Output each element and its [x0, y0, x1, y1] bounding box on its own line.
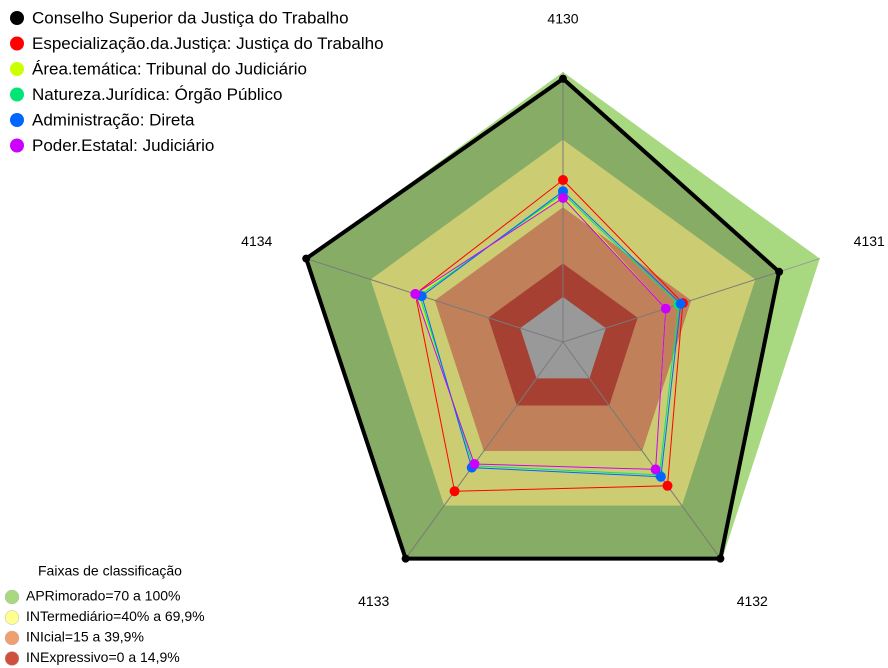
series-point [558, 193, 568, 203]
band-legend-marker [4, 589, 20, 605]
series-point [650, 464, 661, 475]
series-point [558, 175, 568, 185]
axis-label: 4133 [358, 593, 389, 609]
series-point [559, 74, 567, 83]
axis-label: 4132 [737, 593, 768, 609]
axis-line [562, 341, 723, 561]
axis-line [403, 341, 564, 561]
series-line [419, 192, 680, 476]
legend-marker [10, 138, 24, 153]
series-line [421, 190, 682, 478]
band-legend-label: INIcial=15 a 39,9% [26, 629, 144, 645]
series-point [401, 554, 410, 563]
series-point [675, 298, 686, 309]
legend-marker [10, 36, 24, 51]
series-line [303, 76, 782, 561]
band-legend-label: INTermediário=40% a 69,9% [26, 608, 205, 624]
axis-label: 4131 [854, 233, 885, 249]
series-point [449, 486, 460, 497]
band-legend-marker [4, 630, 20, 646]
band-legend-label: APRimorado=70 a 100% [26, 588, 181, 604]
legend-label: Poder.Estatal: Judiciário [32, 136, 214, 155]
series-point [410, 289, 421, 300]
axis-label: 4130 [547, 11, 578, 27]
series-line [414, 197, 667, 470]
series-point [662, 480, 673, 491]
series-point [655, 471, 666, 482]
series-point [469, 458, 480, 469]
band-legend-marker [4, 651, 20, 666]
band-legend-label: INExpressivo=0 a 14,9% [26, 649, 180, 665]
legend-label: Área.temática: Tribunal do Judiciário [32, 59, 307, 78]
axis-label: 4134 [241, 233, 272, 249]
legend-marker [10, 87, 24, 102]
axis-line [306, 258, 564, 343]
legend-label: Especialização.da.Justiça: Justiça do Tr… [32, 34, 384, 53]
series-point [775, 267, 784, 276]
series-line [414, 179, 684, 492]
legend-marker [10, 11, 24, 25]
series-point [302, 254, 311, 263]
series-point [716, 554, 725, 563]
series-point [660, 303, 671, 314]
legend-marker [10, 113, 24, 127]
legend-label: Conselho Superior da Justiça do Trabalho [32, 8, 349, 27]
legend-marker [10, 62, 24, 76]
bands-title: Faixas de classificação [38, 563, 182, 579]
band-legend-marker [4, 610, 20, 625]
legend-label: Administração: Direta [32, 110, 195, 129]
legend-label: Natureza.Jurídica: Órgão Público [32, 85, 282, 104]
